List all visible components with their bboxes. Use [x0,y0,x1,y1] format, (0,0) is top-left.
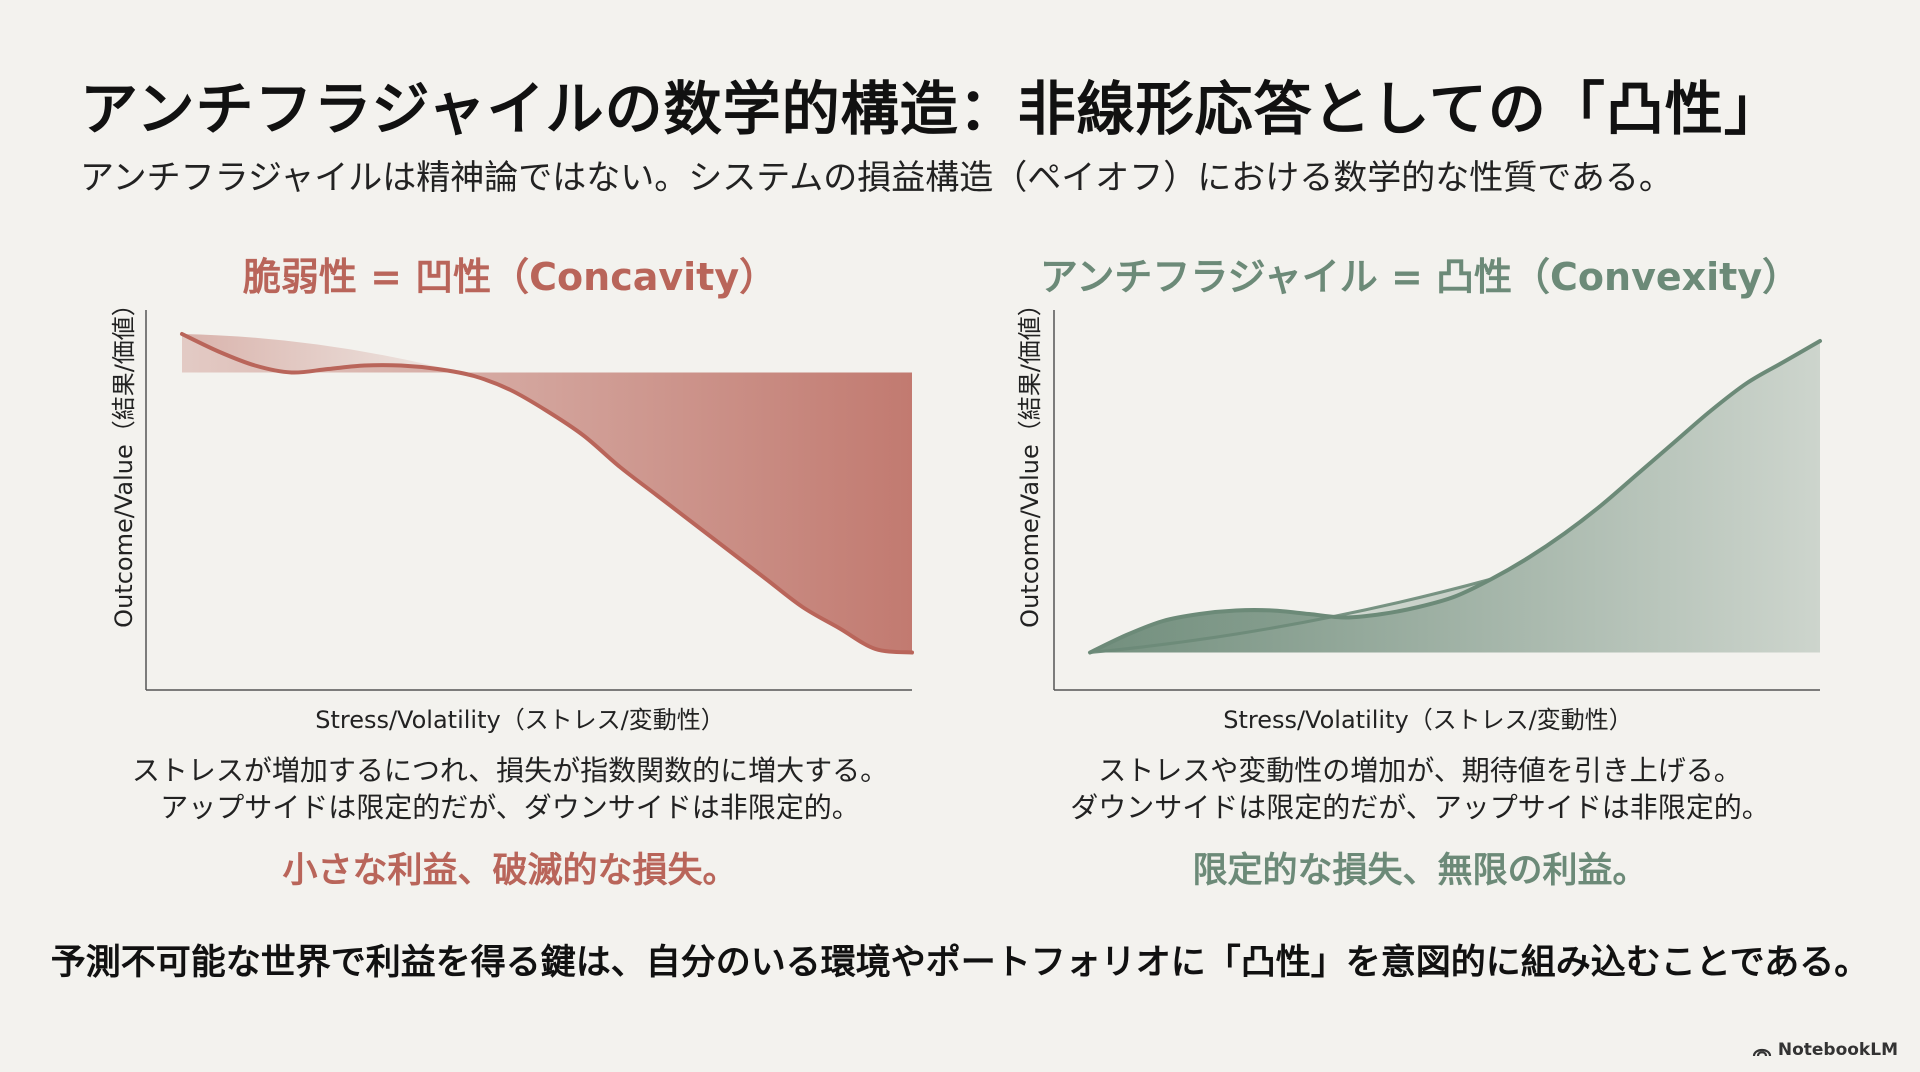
antifragile-desc-line-1: ストレスや変動性の増加が、期待値を引き上げる。 [1098,754,1742,787]
page-subtitle: アンチフラジャイルは精神論ではない。システムの損益構造（ペイオフ）における数学的… [80,158,1673,198]
antifragile-panel-title: アンチフラジャイル = 凸性（Convexity） [1039,255,1801,299]
antifragile-verdict: 限定的な損失、無限の利益。 [1192,851,1648,891]
notebooklm-logo-icon [1752,1048,1771,1057]
fragile-y-axis-label: Outcome/Value（結果/価値） [110,292,138,628]
antifragile-y-axis-label: Outcome/Value（結果/価値） [1016,292,1044,628]
antifragile-chart [1053,310,1822,691]
fragile-x-axis-label: Stress/Volatility（ストレス/変動性） [315,706,725,734]
antifragile-payoff-curve [1088,339,1822,655]
fragile-desc-line-2: アップサイドは限定的だが、ダウンサイドは非限定的。 [160,791,860,824]
page-title: アンチフラジャイルの数学的構造：非線形応答としての「凸性」 [80,75,1783,143]
fragile-description: ストレスが増加するにつれ、損失が指数関数的に増大する。 アップサイドは限定的だが… [70,752,950,826]
antifragile-description: ストレスや変動性の増加が、期待値を引き上げる。 ダウンサイドは限定的だが、アップ… [980,752,1860,826]
fragile-shaded-area [182,334,912,653]
fragile-panel-title: 脆弱性 = 凹性（Concavity） [242,255,778,299]
conclusion-text: 予測不可能な世界で利益を得る鍵は、自分のいる環境やポートフォリオに「凸性」を意図… [50,943,1870,983]
notebooklm-logo: NotebookLM [1752,1040,1898,1060]
brand-name: NotebookLM [1777,1040,1898,1060]
fragile-payoff-curve [180,332,914,655]
fragile-desc-line-1: ストレスが増加するにつれ、損失が指数関数的に増大する。 [131,754,889,787]
antifragile-x-axis-label: Stress/Volatility（ストレス/変動性） [1223,706,1633,734]
fragile-verdict: 小さな利益、破滅的な損失。 [282,851,738,891]
antifragile-desc-line-2: ダウンサイドは限定的だが、アップサイドは非限定的。 [1070,791,1770,824]
fragile-chart [145,310,914,691]
antifragile-shaded-area [1090,341,1820,653]
